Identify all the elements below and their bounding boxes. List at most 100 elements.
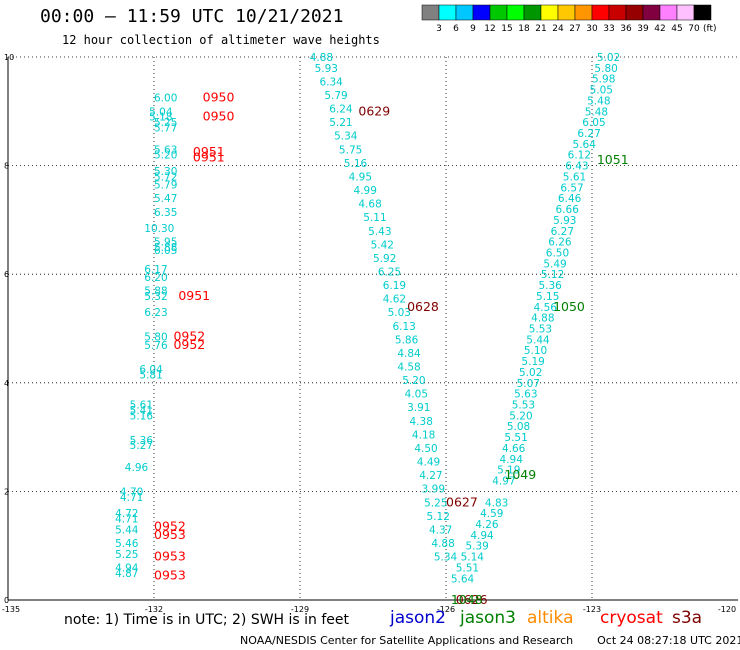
data-point-jason3: 5.51 [456,562,479,574]
data-point-cryosat: 5.41 [130,405,153,417]
data-point-cryosat: 6.35 [154,207,177,219]
data-point-jason3: 6.12 [568,150,591,162]
data-points: 6.005.045.185.255.775.635.205.305.725.79… [115,52,620,585]
colorbar-label: 27 [569,24,580,34]
colorbar-swatch [625,4,644,21]
y-tick-label: 10 [4,53,14,62]
colorbar-label: 36 [620,24,632,34]
x-tick-label: -129 [291,605,309,614]
colorbar-unit: (ft) [703,24,717,34]
time-label: 0952 [154,519,186,534]
data-point-cryosat: 4.87 [115,568,138,580]
data-point-jason3: 5.39 [465,541,488,553]
time-label: 0953 [154,549,186,564]
data-point-jason3: 5.53 [512,400,535,412]
colorbar-swatch [540,4,559,21]
data-point-s3a: 4.99 [354,185,377,197]
data-point-s3a: 5.75 [339,144,362,156]
data-point-jason3: 6.50 [546,247,569,259]
colorbar-label: 24 [552,24,564,34]
data-point-jason3: 6.26 [548,237,572,249]
data-point-s3a: 3.91 [407,402,430,414]
colorbar-label: 70 [688,24,700,34]
time-label: 0953 [154,568,186,583]
time-label: 1048 [451,592,483,607]
data-point-cryosat: 5.18 [149,112,172,124]
legend-jason3: jason3 [460,608,516,628]
data-point-jason3: 4.83 [485,497,508,509]
data-point-s3a: 5.79 [324,90,347,102]
data-point-cryosat: 5.46 [115,538,139,550]
data-point-s3a: 5.86 [395,334,419,346]
time-label: 0952 [173,337,205,352]
data-point-cryosat: 4.71 [120,492,143,504]
data-point-cryosat: 4.96 [125,462,149,474]
data-point-jason3: 5.48 [585,106,608,118]
x-axis-ticks: -135 -132 -129 -126 -123 -120 [2,605,736,614]
data-point-cryosat: 10.30 [144,223,174,235]
y-axis-ticks: 0 2 4 6 8 10 [4,53,14,605]
data-point-jason3: 4.56 [534,302,558,314]
colorbar-swatch [693,4,712,21]
data-point-cryosat: 5.44 [115,524,139,536]
data-point-cryosat: 5.47 [154,193,177,205]
legend-cryosat: cryosat [600,608,663,628]
data-point-s3a: 5.43 [368,226,391,238]
data-point-s3a: 4.05 [405,389,428,401]
legend-altika-label: altika [527,608,574,628]
colorbar-swatch [591,4,610,21]
data-point-jason3: 5.93 [553,215,576,227]
colorbar-label: 33 [603,24,614,34]
data-point-s3a: 4.88 [310,52,333,64]
grid-lines [8,56,738,600]
time-label: 0626 [456,592,488,607]
data-point-s3a: 5.34 [434,552,458,564]
data-point-jason3: 5.98 [592,74,615,86]
colorbar-swatch [676,4,695,21]
data-point-cryosat: 5.20 [154,150,177,162]
data-point-s3a: 4.49 [417,457,440,469]
colorbar-swatch [608,4,627,21]
data-point-jason3: 4.26 [475,519,499,531]
data-point-s3a: 4.58 [397,362,420,374]
data-point-s3a: 5.03 [388,307,411,319]
colorbar-swatch [506,4,525,21]
data-point-s3a: 5.42 [371,239,394,251]
data-point-s3a: 4.38 [410,416,433,428]
data-point-cryosat: 4.72 [115,508,138,520]
data-point-s3a: 4.95 [349,171,372,183]
data-point-s3a: 5.11 [363,212,386,224]
data-point-jason3: 5.80 [594,63,617,75]
data-point-s3a: 6.13 [392,321,415,333]
data-point-cryosat: 5.25 [154,117,177,129]
data-point-jason3: 6.66 [556,204,580,216]
data-point-s3a: 6.34 [319,76,343,88]
time-label: 1051 [597,152,629,167]
time-label: 0950 [203,90,235,105]
data-point-jason3: 5.19 [521,356,544,368]
colorbar-swatch [455,4,474,21]
legend-cryosat-label: cryosat [600,608,663,628]
data-point-cryosat: 5.16 [130,410,154,422]
data-point-cryosat: 5.88 [154,242,177,254]
data-point-jason3: 5.12 [541,269,564,281]
data-point-jason3: 4.94 [500,454,524,466]
data-point-jason3: 5.48 [587,95,610,107]
data-point-s3a: 3.99 [422,484,445,496]
y-tick-label: 0 [4,596,9,605]
time-labels: 0950095009510951095109520952095209530953… [154,90,629,607]
data-point-jason3: 5.53 [529,324,552,336]
data-point-s3a: 6.19 [383,280,406,292]
data-point-jason3: 6.05 [582,117,605,129]
colorbar-label: 6 [453,24,459,34]
y-tick-label: 2 [4,487,9,496]
data-point-cryosat: 5.95 [154,237,177,249]
data-point-cryosat: 4.94 [115,562,139,574]
colorbar-label: 45 [671,24,682,34]
colorbar-swatch [489,4,508,21]
data-point-s3a: 5.34 [334,131,358,143]
legend-altika: altika [527,608,574,628]
data-point-jason3: 5.02 [597,52,620,64]
legend-s3a: s3a [672,608,702,628]
